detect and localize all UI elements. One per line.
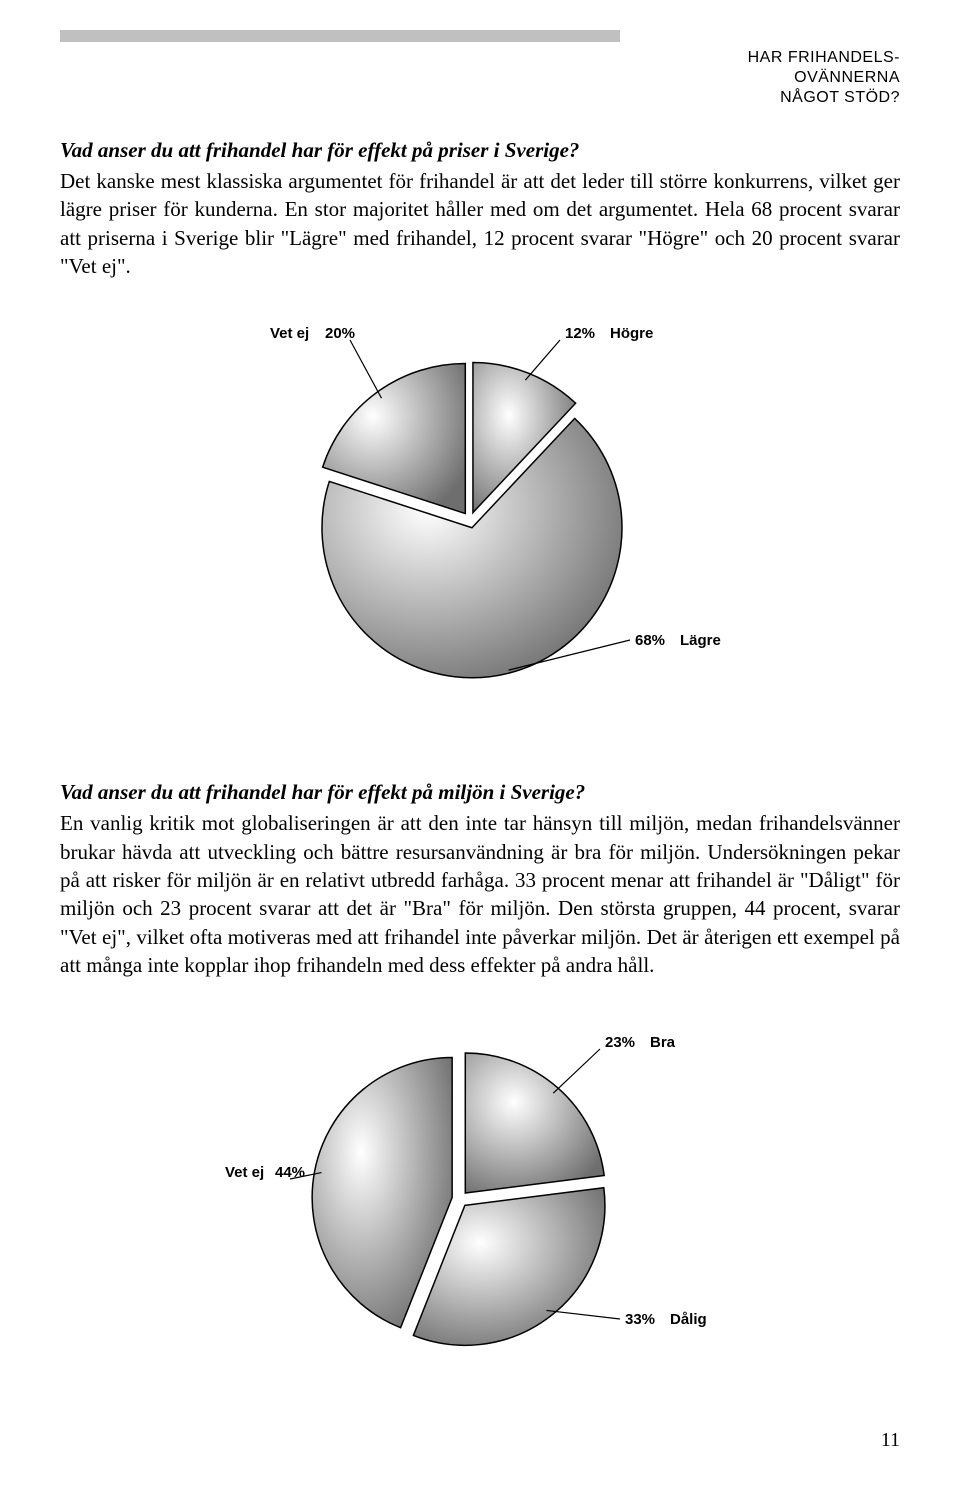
header-line: OVÄNNERNA: [60, 68, 900, 88]
svg-text:Vet ej: Vet ej: [270, 325, 309, 342]
question-title-1: Vad anser du att frihandel har för effek…: [60, 138, 900, 163]
pie-chart-2: 23% Bra 33% Dålig Vet ej 44%: [60, 1009, 900, 1389]
header-line: HAR FRIHANDELS-: [60, 48, 900, 68]
svg-text:Vet ej: Vet ej: [225, 1164, 264, 1181]
svg-text:Bra: Bra: [650, 1034, 676, 1051]
header-line: NÅGOT STÖD?: [60, 88, 900, 108]
svg-text:44%: 44%: [275, 1164, 305, 1181]
body-text-1: Det kanske mest klassiska argumentet för…: [60, 167, 900, 280]
svg-text:33%: 33%: [625, 1311, 655, 1328]
body-text-2: En vanlig kritik mot globaliseringen är …: [60, 809, 900, 979]
svg-text:Dålig: Dålig: [670, 1311, 707, 1328]
pie-chart-1: Vet ej 20% 12% Högre 68% Lägre: [60, 310, 900, 740]
svg-text:Lägre: Lägre: [680, 632, 721, 649]
header-rule: [60, 30, 620, 42]
svg-text:12%: 12%: [565, 325, 595, 342]
running-header: HAR FRIHANDELS- OVÄNNERNA NÅGOT STÖD?: [60, 48, 900, 108]
svg-text:20%: 20%: [325, 325, 355, 342]
svg-text:23%: 23%: [605, 1034, 635, 1051]
question-title-2: Vad anser du att frihandel har för effek…: [60, 780, 900, 805]
svg-text:68%: 68%: [635, 632, 665, 649]
svg-text:Högre: Högre: [610, 325, 653, 342]
page-number: 11: [60, 1429, 900, 1452]
